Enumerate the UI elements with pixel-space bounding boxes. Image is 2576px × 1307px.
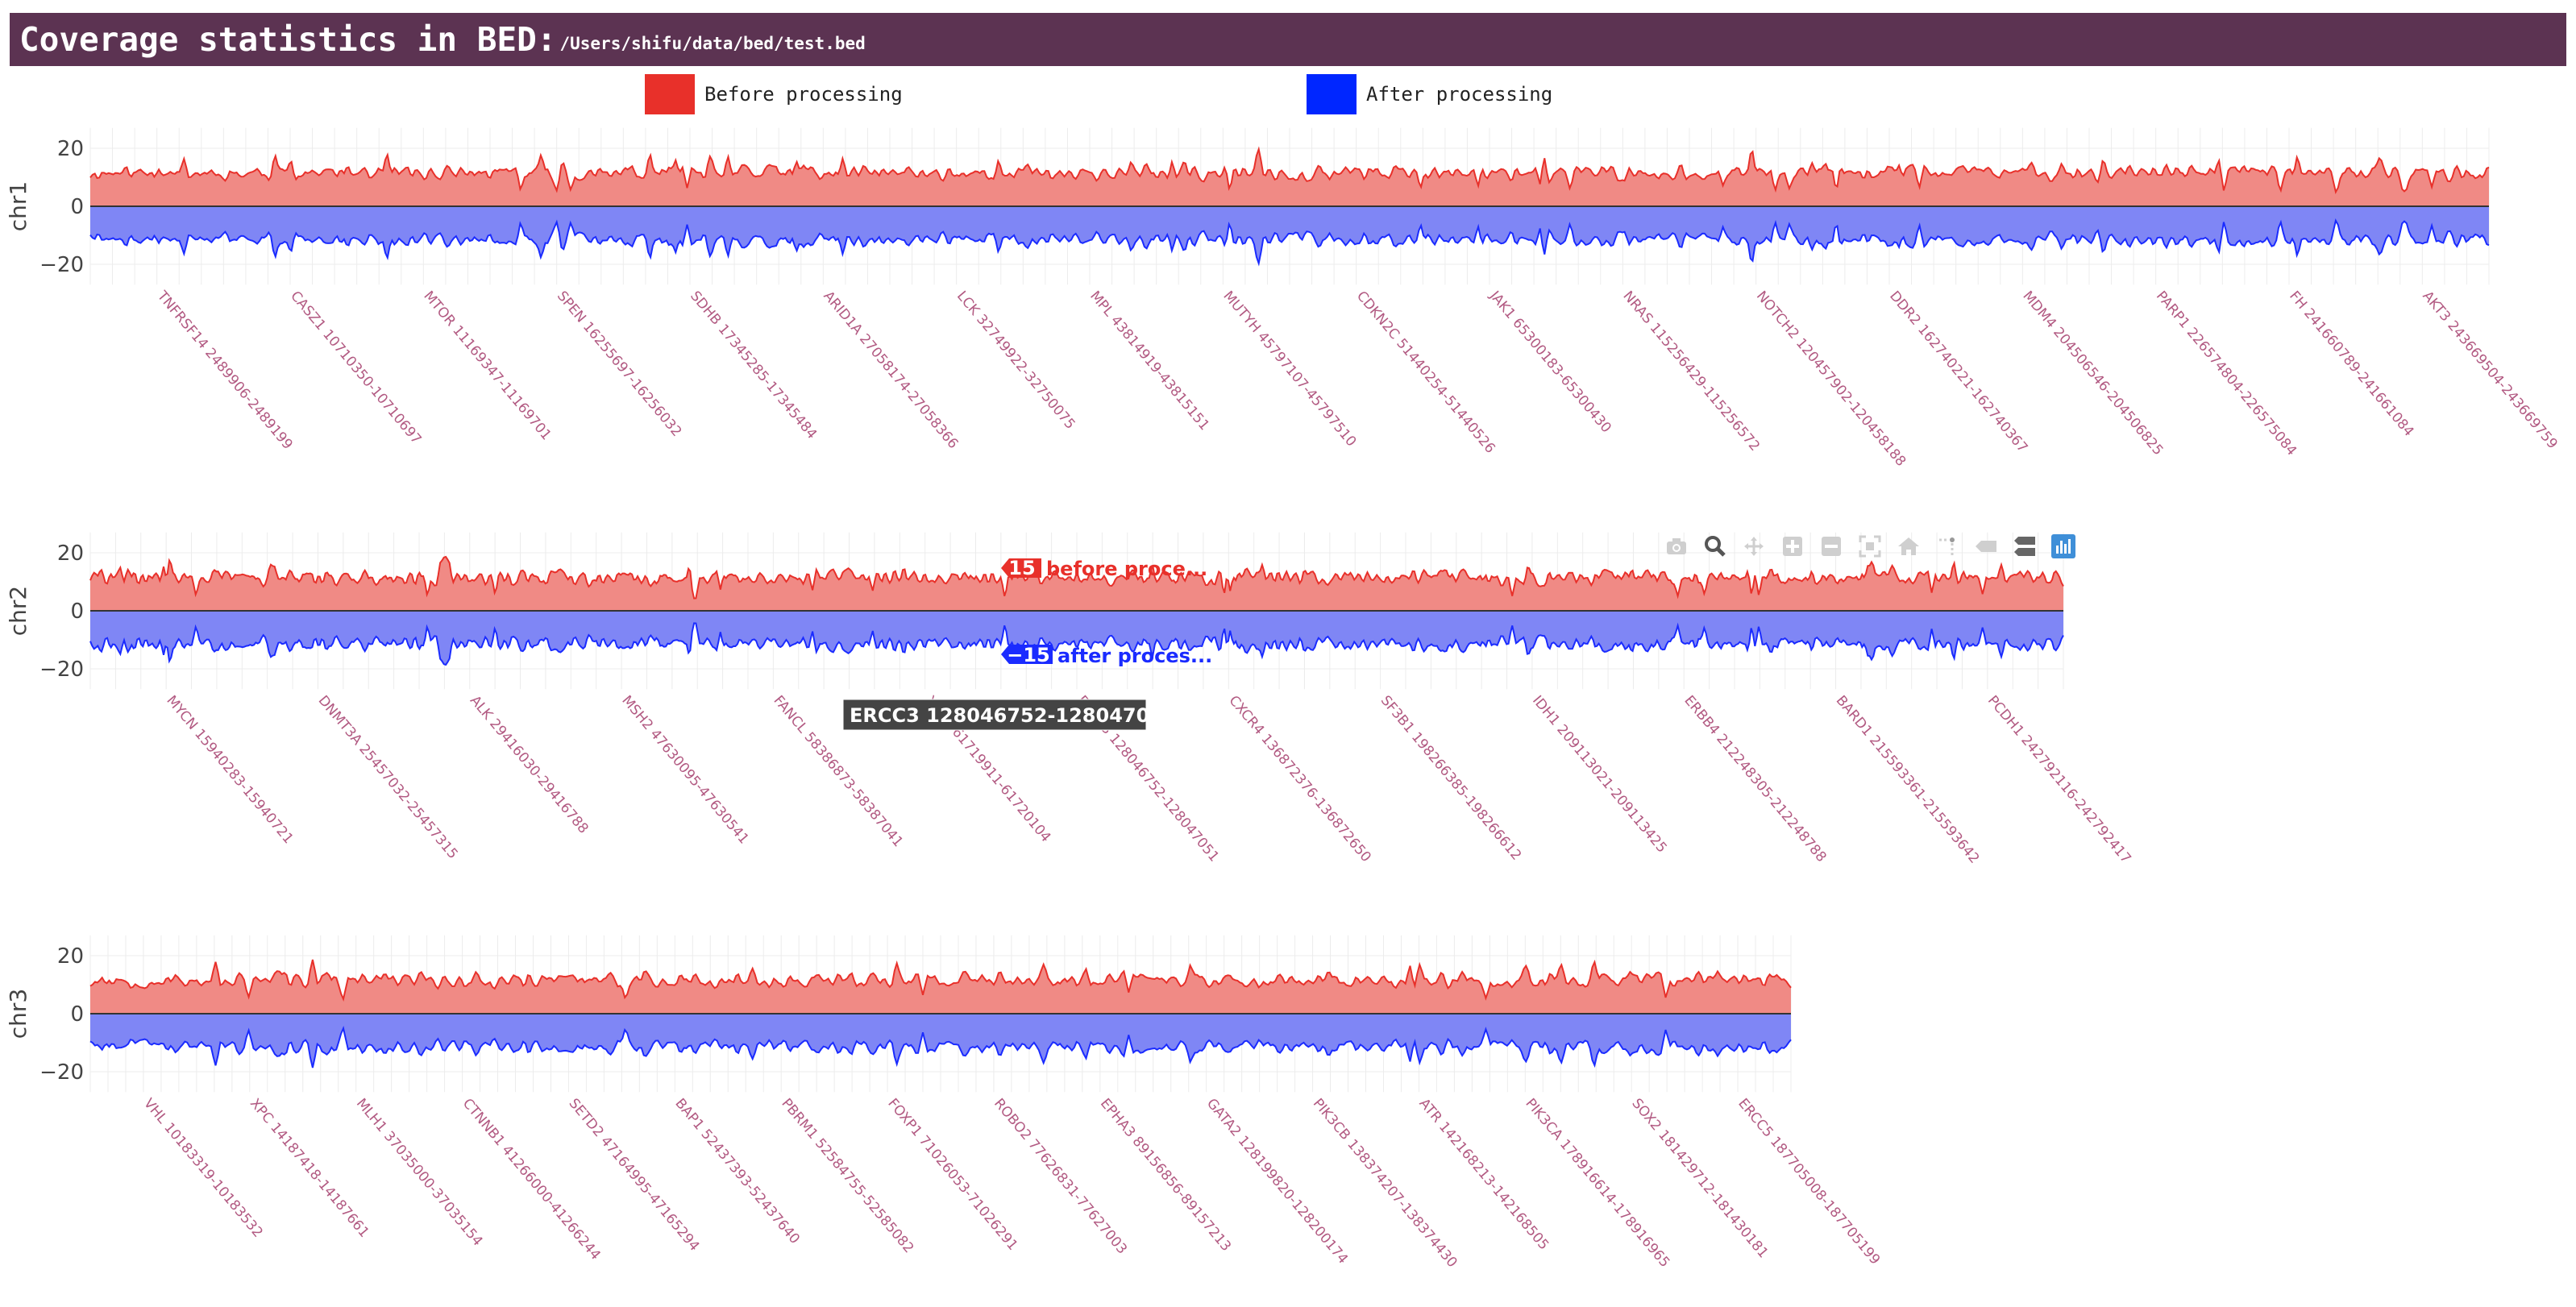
x-tick-label: LCK 32749922-32750075 [954, 288, 1078, 433]
zoom-icon[interactable] [1703, 534, 1727, 558]
hover-closest-icon[interactable] [1974, 534, 1998, 558]
camera-icon[interactable] [1664, 534, 1689, 558]
x-tick-label: NRAS 115256429-115256572 [1619, 288, 1763, 454]
x-tick-label: MDM4 204506546-204506825 [2019, 288, 2166, 459]
x-tick-label: BARD1 215593361-215593642 [1833, 693, 1983, 867]
before-series-line [89, 146, 2490, 194]
hover-after-marker [1001, 645, 1053, 664]
after-series-area [90, 206, 2489, 263]
zoom-in-icon[interactable] [1780, 534, 1805, 558]
x-tick-label: EPHA3 89156856-89157213 [1097, 1096, 1234, 1255]
x-tick-label: ARID1A 27058174-27058366 [820, 288, 961, 452]
x-tick-label: FH 241660789-241661084 [2286, 288, 2416, 440]
x-tick-label: CASZ1 10710350-10710697 [287, 288, 424, 448]
x-tick-label: TNFRSF14 2489906-2489199 [153, 288, 296, 453]
x-tick-label: MPL 43814919-43815151 [1086, 288, 1212, 434]
x-tick-label: SPEN 16255697-16256032 [554, 288, 685, 440]
hover-before-marker [1001, 558, 1041, 578]
x-tick-label: JAK1 65300183-65300430 [1486, 288, 1614, 436]
x-tick-label: PCDH1 242792116-242792417 [1984, 693, 2134, 867]
x-tick-label: IDH1 209113021-209113425 [1529, 693, 1670, 857]
y-tick-label: −20 [39, 1060, 84, 1085]
hover-before-label: before proce... [1046, 558, 1207, 580]
x-tick-label: XPC 14187418-14187661 [247, 1096, 372, 1241]
legend-label-after: After processing [1366, 83, 1553, 106]
hover-compare-icon[interactable] [2013, 534, 2037, 558]
x-tick-label: SDHB 17345285-17345484 [687, 288, 820, 442]
y-tick-label: 0 [70, 600, 84, 624]
x-tick-label: VHL 10183319-10183532 [140, 1096, 266, 1241]
x-tick-label: ATR 142168213-142168505 [1416, 1096, 1552, 1254]
page-title: Coverage statistics in BED: [19, 20, 557, 59]
after-series-area [90, 611, 2063, 665]
x-tick-label: MSH2 47630095-47630541 [618, 693, 752, 848]
hover-after-value: −15 [1007, 644, 1050, 666]
x-tick-label: ALK 29416030-29416788 [467, 693, 592, 837]
hover-region-label: ERCC3 128046752-128047051 [850, 704, 1177, 727]
x-tick-label: MTOR 11169347-11169701 [420, 288, 554, 444]
y-tick-label: 0 [70, 195, 84, 219]
x-tick-label: SETD2 47164995-47165294 [566, 1096, 703, 1255]
x-tick-label: SF3B1 198266385-198266612 [1377, 693, 1525, 864]
after-series-line [89, 218, 2490, 267]
spike-lines-icon[interactable] [1935, 534, 1959, 558]
y-axis-label: chr3 [5, 989, 31, 1039]
modebar [1664, 529, 2075, 564]
x-tick-label: MYCN 15940283-15940721 [163, 693, 296, 848]
y-tick-label: 20 [57, 137, 84, 161]
hover-after-label: after proces... [1057, 645, 1212, 667]
pan-icon[interactable] [1742, 534, 1766, 558]
zoom-out-icon[interactable] [1819, 534, 1843, 558]
before-series-area [90, 557, 2063, 611]
plotly-logo-icon[interactable] [2051, 534, 2075, 558]
x-tick-label: NOTCH2 120457902-120458188 [1753, 288, 1909, 470]
x-tick-label: DDR2 162740221-162740367 [1886, 288, 2030, 456]
y-tick-label: −20 [39, 253, 84, 277]
hover-region-tooltip [842, 699, 1147, 731]
legend-swatch-after [1307, 74, 1357, 114]
x-tick-label: ERBB4 212248305-212248788 [1681, 693, 1829, 865]
y-axis-label: chr1 [5, 181, 31, 231]
y-tick-label: 0 [70, 1002, 84, 1027]
x-tick-label: DNMT3A 25457032-25457315 [315, 693, 461, 862]
before-series-area [90, 960, 1791, 1014]
y-tick-label: 20 [57, 944, 84, 969]
after-series-area [90, 1014, 1791, 1068]
hover-before-value: 15 [1008, 557, 1035, 579]
legend-item-after[interactable]: After processing [1307, 74, 1552, 114]
x-tick-label: CDKN2C 51440254-51440526 [1353, 288, 1498, 457]
before-series-line [89, 959, 1792, 1002]
legend-swatch-before [645, 74, 695, 114]
after-series-line [89, 622, 2064, 666]
y-axis-label: chr2 [5, 586, 31, 636]
y-tick-label: 20 [57, 541, 84, 566]
reset-axes-icon[interactable] [1897, 534, 1921, 558]
x-tick-label: MUTYH 45797107-45797510 [1219, 288, 1359, 450]
x-tick-label: PARP1 226574804-226575084 [2153, 288, 2300, 459]
legend-label-before: Before processing [704, 83, 903, 106]
y-tick-label: −20 [39, 658, 84, 682]
x-tick-label: AKT3 243669504-243669759 [2419, 288, 2560, 453]
x-tick-label: MLH1 37035000-37035154 [353, 1096, 486, 1250]
x-tick-label: FOXP1 71026053-71026291 [884, 1096, 1020, 1254]
file-path: /Users/shifu/data/bed/test.bed [559, 34, 866, 53]
before-series-area [90, 149, 2489, 206]
x-tick-label: CXCR4 136872376-136872650 [1225, 693, 1373, 865]
legend-item-before[interactable]: Before processing [645, 74, 903, 114]
x-tick-label: BAP1 52437393-52437640 [671, 1096, 802, 1247]
title-bar: Coverage statistics in BED: /Users/shifu… [10, 13, 2566, 66]
autoscale-icon[interactable] [1858, 534, 1882, 558]
before-series-line [89, 555, 2064, 600]
after-series-line [89, 1026, 1792, 1068]
